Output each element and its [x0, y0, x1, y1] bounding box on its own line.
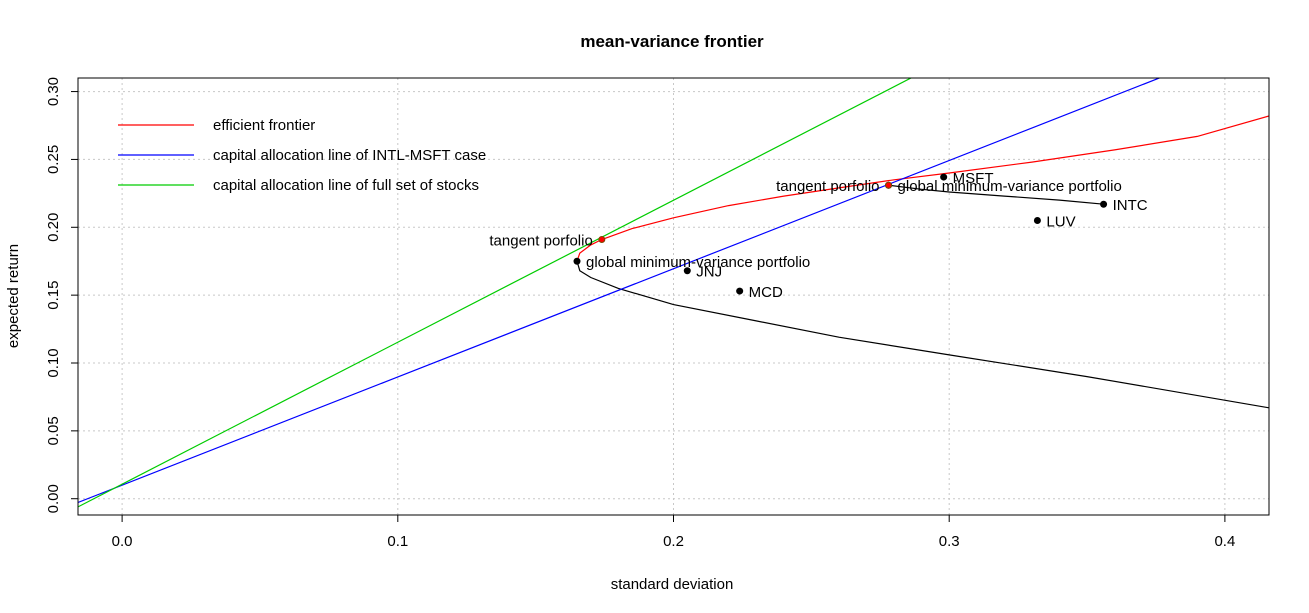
- chart-title: mean-variance frontier: [580, 32, 764, 51]
- y-tick-label: 0.25: [45, 145, 62, 174]
- stock-label: INTC: [1113, 197, 1148, 214]
- legend-label: capital allocation line of INTL-MSFT cas…: [213, 147, 486, 164]
- series-line: [576, 261, 1269, 409]
- x-tick-label: 0.4: [1214, 533, 1235, 550]
- series-line: [78, 78, 1161, 504]
- x-tick-label: 0.0: [112, 533, 133, 550]
- legend-label: efficient frontier: [213, 117, 315, 134]
- series-line: [78, 78, 913, 508]
- grid: [78, 78, 1269, 515]
- portfolio-label: global minimum-variance portfolio: [586, 254, 810, 271]
- portfolio-point: [885, 181, 893, 189]
- portfolio-point: [573, 257, 581, 265]
- x-axis: 0.0 0.1 0.2 0.3 0.4: [112, 515, 1235, 550]
- stock-point: [736, 287, 744, 295]
- x-tick-label: 0.3: [939, 533, 960, 550]
- x-tick-label: 0.1: [387, 533, 408, 550]
- y-tick-label: 0.15: [45, 281, 62, 310]
- legend-label: capital allocation line of full set of s…: [213, 177, 479, 194]
- y-axis-label: expected return: [5, 244, 22, 348]
- y-tick-label: 0.20: [45, 213, 62, 242]
- stock-point: [1033, 217, 1041, 224]
- x-axis-label: standard deviation: [611, 576, 734, 593]
- series-line: [888, 184, 1104, 205]
- y-axis: 0.00 0.05 0.10 0.15 0.20 0.25 0.30: [45, 77, 78, 513]
- legend: efficient frontier capital allocation lin…: [118, 117, 486, 194]
- y-tick-label: 0.05: [45, 416, 62, 445]
- series-layer: [78, 78, 1269, 508]
- stock-point: [940, 173, 948, 181]
- portfolio-label: tangent porfolio: [776, 178, 879, 195]
- portfolio-point: [598, 236, 606, 243]
- stock-label: MCD: [749, 284, 783, 301]
- series-line: [576, 115, 1269, 262]
- y-tick-label: 0.10: [45, 348, 62, 377]
- stock-label: LUV: [1046, 214, 1075, 231]
- stock-point: [1100, 200, 1108, 208]
- portfolio-label: tangent porfolio: [489, 233, 592, 250]
- stock-point: [683, 267, 691, 275]
- points-layer: MSFT INTC LUV JNJ MCD global minimum-variance…: [489, 170, 1147, 301]
- portfolio-label: global minimum-variance portfolio: [898, 178, 1122, 195]
- stock-label: JNJ: [696, 264, 722, 281]
- y-tick-label: 0.00: [45, 484, 62, 513]
- x-tick-label: 0.2: [663, 533, 684, 550]
- y-tick-label: 0.30: [45, 77, 62, 106]
- stock-label: MSFT: [953, 170, 994, 187]
